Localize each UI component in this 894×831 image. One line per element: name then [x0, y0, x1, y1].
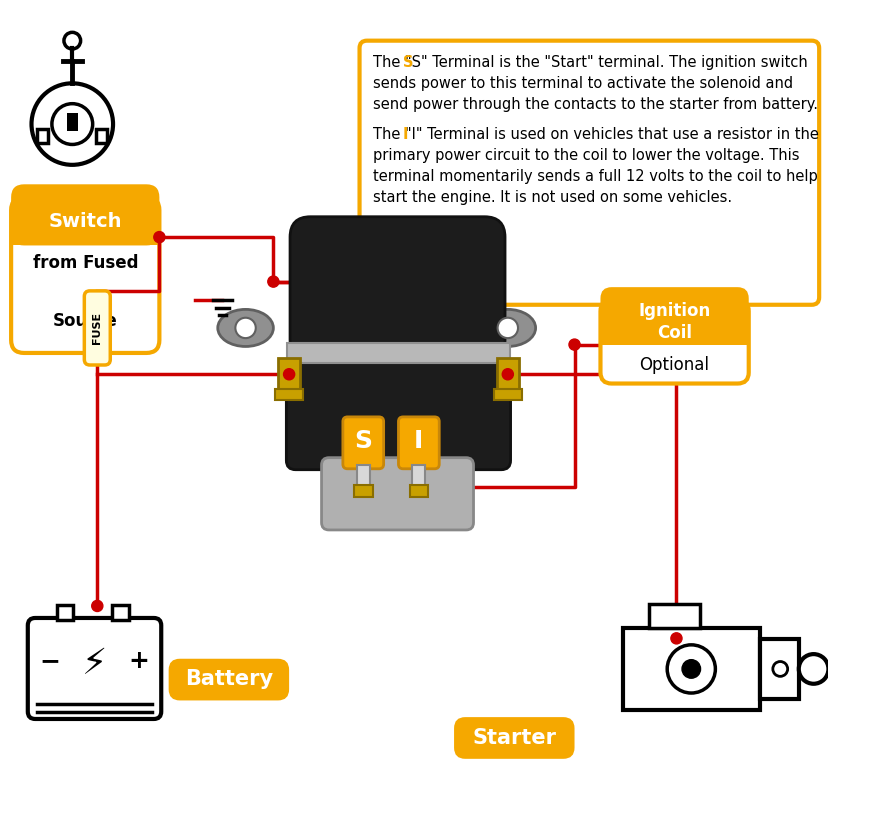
Text: The "S" Terminal is the "Start" terminal. The ignition switch
sends power to thi: The "S" Terminal is the "Start" terminal…	[374, 55, 818, 111]
Bar	[623, 628, 760, 710]
Text: from Fused

Source: from Fused Source	[32, 253, 138, 330]
Text: −: −	[39, 649, 61, 673]
Text: The "I" Terminal is used on vehicles that use a resistor in the
primary power ci: The "I" Terminal is used on vehicles tha…	[374, 127, 819, 205]
FancyBboxPatch shape	[290, 217, 505, 361]
Text: I: I	[403, 127, 409, 142]
Bar	[412, 465, 426, 487]
Bar	[278, 357, 300, 393]
Text: +: +	[129, 649, 149, 673]
Text: Battery: Battery	[185, 669, 273, 689]
Circle shape	[235, 317, 256, 338]
Bar	[409, 485, 428, 497]
Circle shape	[798, 654, 829, 684]
FancyBboxPatch shape	[84, 291, 110, 365]
Text: FUSE: FUSE	[92, 312, 102, 344]
Bar	[97, 129, 107, 143]
Circle shape	[502, 369, 513, 380]
Bar	[275, 389, 303, 401]
Bar	[56, 605, 73, 620]
Circle shape	[92, 600, 103, 612]
Text: I: I	[414, 429, 424, 453]
Ellipse shape	[480, 309, 536, 347]
Bar	[497, 357, 519, 393]
FancyBboxPatch shape	[28, 618, 161, 719]
FancyBboxPatch shape	[399, 417, 439, 469]
Text: S: S	[354, 429, 372, 453]
Bar	[493, 389, 522, 401]
Text: ⚡: ⚡	[82, 647, 107, 681]
Text: Ignition
Coil: Ignition Coil	[638, 302, 711, 342]
Text: Optional: Optional	[639, 356, 710, 374]
FancyBboxPatch shape	[454, 717, 575, 759]
FancyBboxPatch shape	[286, 355, 510, 470]
Circle shape	[498, 317, 518, 338]
Bar	[112, 605, 129, 620]
Bar	[37, 129, 48, 143]
Bar	[67, 113, 78, 131]
Circle shape	[283, 369, 295, 380]
FancyBboxPatch shape	[343, 417, 384, 469]
Circle shape	[154, 232, 165, 243]
FancyBboxPatch shape	[601, 300, 749, 384]
Circle shape	[569, 339, 580, 350]
Bar	[287, 342, 510, 363]
Ellipse shape	[218, 309, 274, 347]
FancyBboxPatch shape	[169, 659, 289, 701]
FancyBboxPatch shape	[601, 288, 749, 345]
Text: Switch: Switch	[48, 212, 122, 231]
Circle shape	[268, 276, 279, 288]
Bar	[649, 604, 700, 628]
FancyBboxPatch shape	[11, 184, 159, 245]
Text: S: S	[403, 55, 414, 70]
Bar	[357, 465, 370, 487]
Text: Starter: Starter	[472, 727, 556, 748]
FancyBboxPatch shape	[322, 458, 474, 530]
FancyBboxPatch shape	[11, 197, 159, 353]
Bar	[602, 322, 747, 345]
Bar	[12, 221, 158, 245]
Circle shape	[670, 632, 682, 644]
Bar	[354, 485, 373, 497]
Circle shape	[682, 660, 701, 678]
FancyBboxPatch shape	[359, 41, 819, 305]
Bar	[760, 639, 798, 699]
